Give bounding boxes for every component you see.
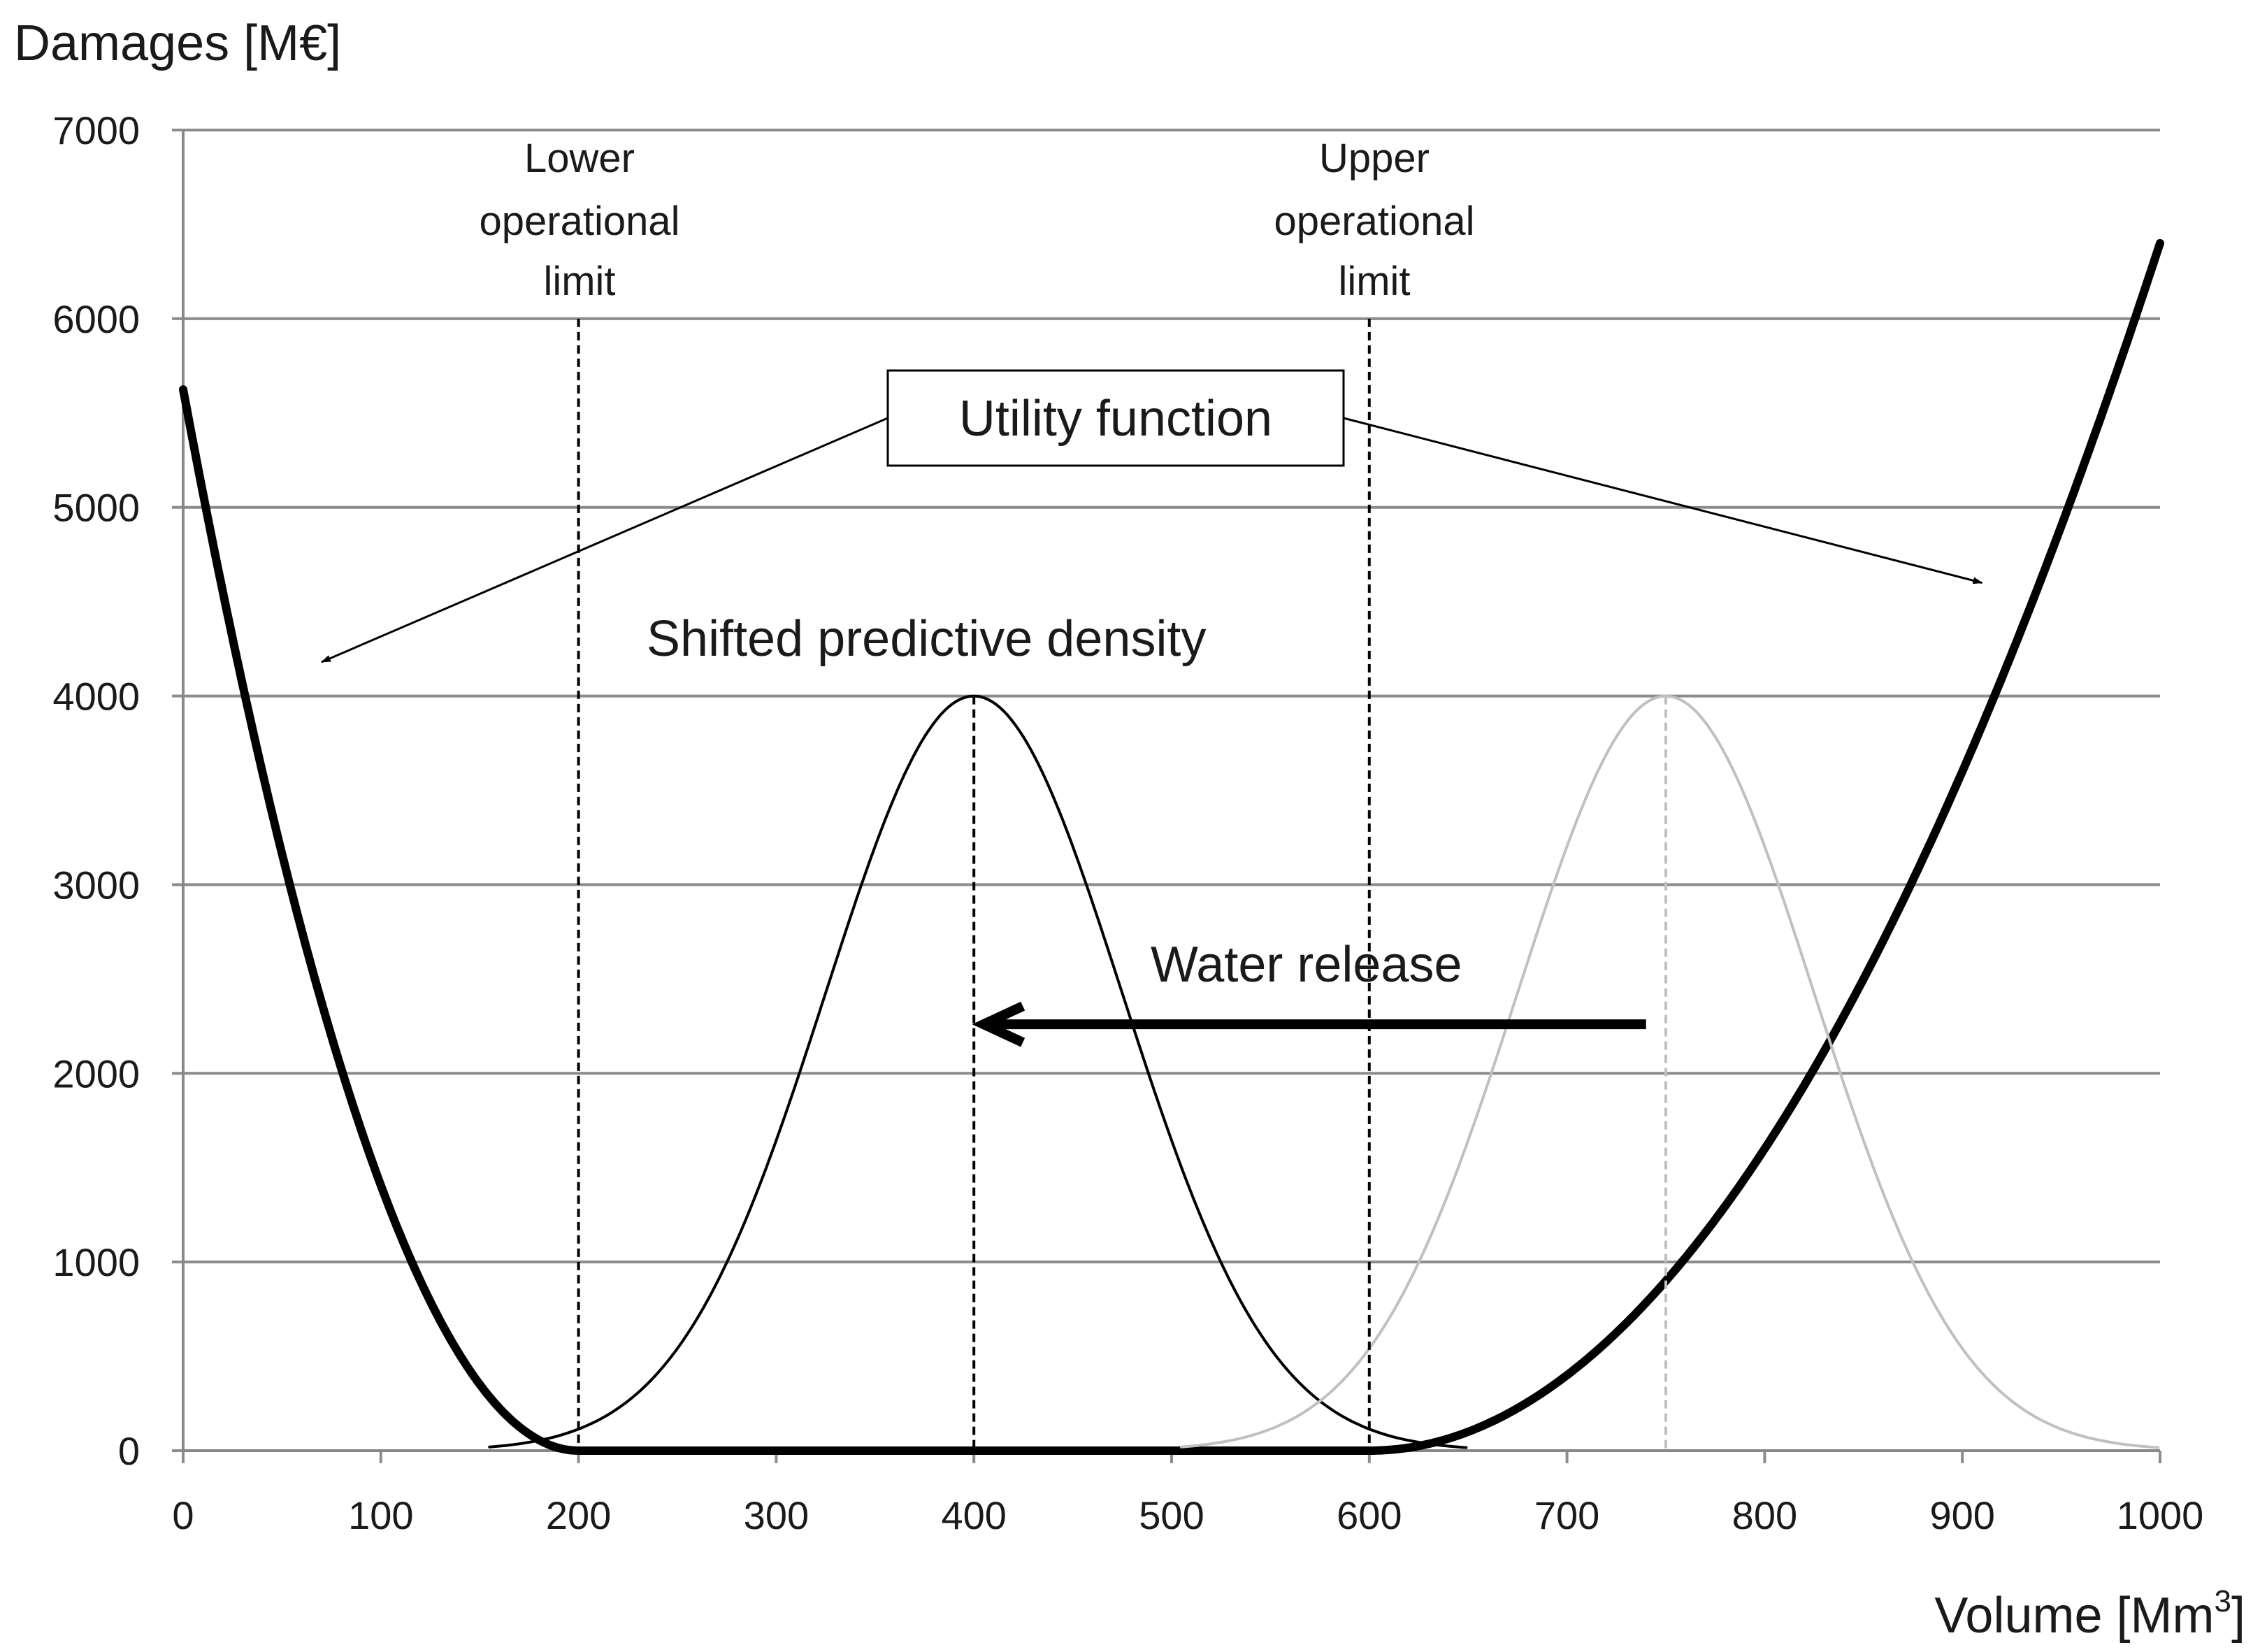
x-tick-label-1000: 1000 bbox=[2117, 1493, 2204, 1537]
utility-arrow-right bbox=[1343, 417, 1983, 584]
y-tick-label-6000: 6000 bbox=[52, 297, 140, 341]
y-tick-label-2000: 2000 bbox=[52, 1051, 140, 1096]
x-tick-label-800: 800 bbox=[1732, 1493, 1797, 1537]
shifted-density-label: Shifted predictive density bbox=[647, 611, 1206, 667]
vertical-lines-layer bbox=[577, 318, 1667, 1451]
x-tick-label-500: 500 bbox=[1139, 1493, 1204, 1537]
x-axis-title: Volume [Mm3] bbox=[1934, 1584, 2245, 1644]
y-tick-label-3000: 3000 bbox=[52, 863, 140, 907]
x-tick-label-0: 0 bbox=[172, 1493, 194, 1537]
utility-function-label: Utility function bbox=[959, 391, 1272, 447]
x-tick-label-700: 700 bbox=[1534, 1493, 1599, 1537]
upper-limit-label-line1: Upper bbox=[1319, 136, 1430, 181]
x-tick-label-200: 200 bbox=[546, 1493, 611, 1537]
series-layer bbox=[179, 238, 2164, 1455]
y-tick-label-0: 0 bbox=[118, 1429, 140, 1473]
series-predictive-density bbox=[1180, 694, 2160, 1449]
x-axis-ticks: 0 100 200 300 400 500 600 700 800 900 1000 bbox=[172, 1451, 2203, 1537]
x-tick-label-300: 300 bbox=[744, 1493, 809, 1537]
series-shifted-predictive-density bbox=[488, 694, 1468, 1449]
y-axis-ticks: 0 1000 2000 3000 4000 5000 6000 7000 bbox=[52, 108, 183, 1473]
upper-limit-label-line3: limit bbox=[1338, 259, 1410, 304]
x-axis-title-suffix: ] bbox=[2231, 1588, 2245, 1644]
lower-limit-label-line2: operational bbox=[480, 199, 680, 244]
x-axis-title-sup: 3 bbox=[2215, 1584, 2231, 1618]
gridlines bbox=[183, 129, 2160, 1264]
y-tick-label-5000: 5000 bbox=[52, 486, 140, 530]
x-tick-label-400: 400 bbox=[941, 1493, 1006, 1537]
lower-limit-label-line3: limit bbox=[543, 259, 615, 304]
y-tick-label-1000: 1000 bbox=[52, 1240, 140, 1284]
x-tick-label-900: 900 bbox=[1929, 1493, 1994, 1537]
water-release-label: Water release bbox=[1151, 937, 1462, 993]
y-tick-label-7000: 7000 bbox=[52, 108, 140, 152]
x-axis-title-main: Volume [Mm bbox=[1934, 1588, 2214, 1644]
water-release-arrow-head bbox=[972, 1001, 1025, 1047]
upper-limit-label-line2: operational bbox=[1274, 199, 1475, 244]
lower-limit-label-line1: Lower bbox=[524, 136, 635, 181]
y-tick-label-4000: 4000 bbox=[52, 675, 140, 719]
upper-limit-label: Upper operational limit bbox=[1274, 136, 1475, 304]
x-tick-label-100: 100 bbox=[348, 1493, 413, 1537]
x-tick-label-600: 600 bbox=[1337, 1493, 1402, 1537]
y-axis-title: Damages [M€] bbox=[14, 15, 341, 71]
utility-function-box bbox=[886, 369, 1345, 467]
lower-limit-label: Lower operational limit bbox=[480, 136, 680, 304]
utility-arrow-left bbox=[321, 417, 888, 663]
